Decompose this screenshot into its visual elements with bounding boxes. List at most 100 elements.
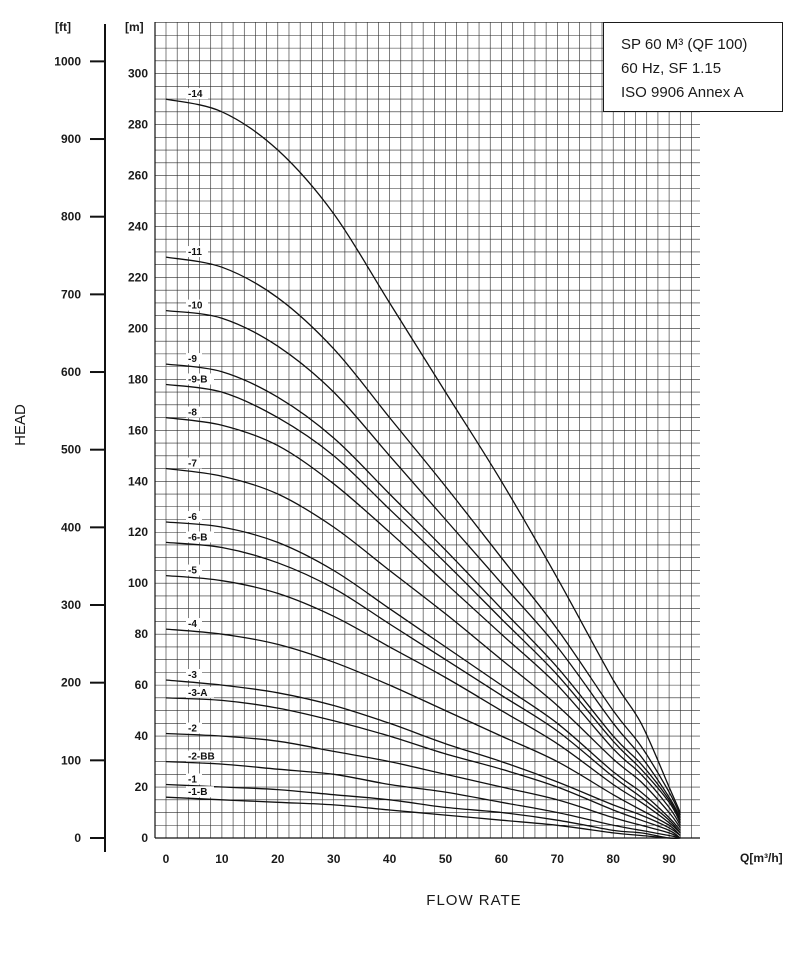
curve-1-B bbox=[165, 796, 681, 839]
curve-6-B bbox=[165, 541, 681, 834]
x-tick-label: 60 bbox=[495, 852, 509, 866]
curve-2-BB bbox=[165, 760, 681, 839]
info-line-frequency: 60 Hz, SF 1.15 bbox=[621, 60, 722, 77]
curve-label-bg bbox=[186, 786, 214, 798]
y-tick-label-ft: 0 bbox=[74, 831, 81, 845]
curve-labels: -14 -11 -10 -9 -9-B -8 -7 -6 -6-B -5 -4 -3 -3-A -2 -2-… bbox=[186, 88, 220, 798]
curve-label-bg bbox=[186, 406, 202, 418]
curve-label: -9-B bbox=[188, 374, 207, 385]
curve-label: -10 bbox=[188, 301, 203, 312]
y-tick-label-m: 120 bbox=[128, 525, 148, 539]
curve-1 bbox=[165, 783, 681, 840]
y-unit-m: [m] bbox=[125, 20, 144, 34]
curve-label: -3 bbox=[188, 670, 197, 681]
curve-label-bg bbox=[186, 722, 202, 734]
y-tick-label-m: 240 bbox=[128, 219, 148, 233]
curve-5 bbox=[165, 574, 681, 834]
y-tick-label-m: 40 bbox=[135, 729, 149, 743]
x-tick-label: 40 bbox=[383, 852, 397, 866]
curve-6 bbox=[165, 521, 681, 831]
curve-label-bg bbox=[186, 686, 214, 698]
minor-gridlines bbox=[154, 22, 700, 839]
y-tick-label-m: 80 bbox=[135, 627, 149, 641]
y-tick-label-ft: 900 bbox=[61, 132, 81, 146]
curve-8 bbox=[165, 416, 681, 826]
y-tick-label-m: 200 bbox=[128, 321, 148, 335]
curve-label-bg bbox=[186, 353, 202, 365]
curve-label: -2-BB bbox=[188, 752, 215, 763]
info-line-standard: ISO 9906 Annex A bbox=[621, 84, 744, 101]
curve-label-bg bbox=[186, 750, 220, 762]
curve-label: -1 bbox=[188, 774, 197, 785]
curve-label-bg bbox=[186, 531, 214, 543]
pump-curves bbox=[165, 98, 681, 840]
x-tick-label: 90 bbox=[662, 852, 676, 866]
curve-label-bg bbox=[186, 299, 208, 311]
y-tick-label-m: 20 bbox=[135, 780, 149, 794]
x-tick-label: 50 bbox=[439, 852, 453, 866]
curve-3-A bbox=[165, 697, 681, 839]
y-tick-label-ft: 100 bbox=[61, 753, 81, 767]
y-tick-label-ft: 300 bbox=[61, 598, 81, 612]
curve-label: -9 bbox=[188, 354, 197, 365]
curve-10 bbox=[165, 309, 681, 818]
curve-9-B bbox=[165, 383, 681, 824]
curve-label: -5 bbox=[188, 566, 197, 577]
curve-label: -6 bbox=[188, 512, 197, 523]
curve-9 bbox=[165, 363, 681, 821]
curve-label: -11 bbox=[188, 247, 202, 258]
y-tick-label-m: 140 bbox=[128, 474, 148, 488]
y-tick-label-m: 100 bbox=[128, 576, 148, 590]
curve-label: -7 bbox=[188, 459, 197, 470]
y-tick-label-m: 220 bbox=[128, 270, 148, 284]
y-tick-label-m: 160 bbox=[128, 423, 148, 437]
info-line-model: SP 60 M³ (QF 100) bbox=[621, 36, 748, 53]
x-tick-label: 0 bbox=[163, 852, 170, 866]
curve-7 bbox=[165, 467, 681, 829]
curve-11 bbox=[165, 256, 681, 816]
curve-label-bg bbox=[186, 773, 202, 785]
y-tick-label-m: 260 bbox=[128, 169, 148, 183]
curve-2 bbox=[165, 732, 681, 839]
curve-label-bg bbox=[186, 373, 214, 385]
x-axis-label: FLOW RATE bbox=[426, 892, 521, 909]
x-tick-label: 30 bbox=[327, 852, 341, 866]
y-axis-label: HEAD bbox=[12, 404, 29, 446]
curve-label: -3-A bbox=[188, 688, 207, 699]
curve-label-bg bbox=[186, 511, 202, 523]
y-tick-label-m: 300 bbox=[128, 67, 148, 81]
x-tick-label: 20 bbox=[271, 852, 285, 866]
curve-label: -8 bbox=[188, 408, 197, 419]
y-tick-label-m: 180 bbox=[128, 372, 148, 386]
x-tick-label: 10 bbox=[215, 852, 229, 866]
y-tick-label-ft: 700 bbox=[61, 287, 81, 301]
y-tick-label-m: 280 bbox=[128, 118, 148, 132]
curve-label-bg bbox=[186, 457, 202, 469]
y-tick-label-m: 0 bbox=[141, 831, 148, 845]
x-tick-label: 70 bbox=[551, 852, 565, 866]
curve-label: -2 bbox=[188, 724, 197, 735]
y-tick-label-ft: 1000 bbox=[54, 54, 81, 68]
curve-3 bbox=[165, 679, 681, 837]
curve-label: -1-B bbox=[188, 787, 207, 798]
curve-label-bg bbox=[186, 618, 202, 630]
curve-label-bg bbox=[186, 669, 202, 681]
y-tick-label-ft: 500 bbox=[61, 443, 81, 457]
curve-label-bg bbox=[186, 564, 202, 576]
y-tick-label-ft: 600 bbox=[61, 365, 81, 379]
curve-label-bg bbox=[186, 88, 208, 100]
axis-ticks: 0 10 20 30 40 50 60 70 80 90 0 20 40 60 80 100 120 140 160… bbox=[128, 67, 676, 866]
curve-label: -6-B bbox=[188, 532, 207, 543]
x-unit: Q[m³/h] bbox=[740, 851, 783, 865]
pump-info-box: SP 60 M³ (QF 100) 60 Hz, SF 1.15 ISO 990… bbox=[603, 22, 783, 112]
y-tick-label-m: 60 bbox=[135, 678, 149, 692]
y-tick-label-ft: 800 bbox=[61, 210, 81, 224]
curve-label-bg bbox=[186, 246, 208, 258]
curve-4 bbox=[165, 628, 681, 836]
y-tick-label-ft: 400 bbox=[61, 520, 81, 534]
feet-axis: 0 100 200 300 400 500 600 700 800 900 1000 bbox=[54, 24, 106, 852]
curve-label: -14 bbox=[188, 89, 203, 100]
curve-14 bbox=[165, 98, 681, 813]
x-tick-label: 80 bbox=[607, 852, 621, 866]
